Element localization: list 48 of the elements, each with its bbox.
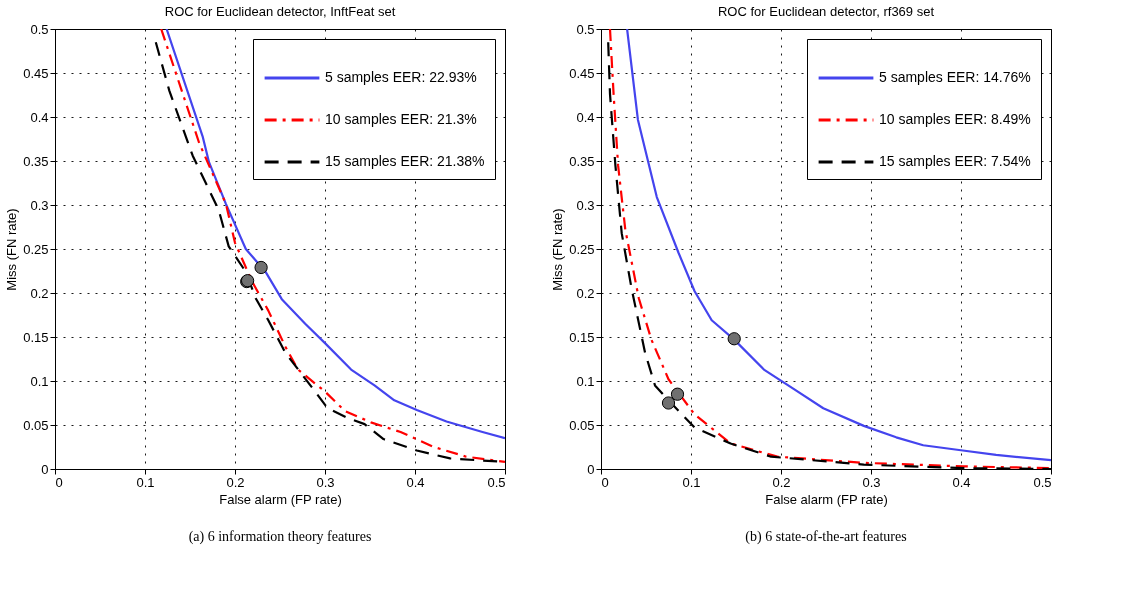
y-tick-label: 0.4 (576, 109, 595, 125)
y-tick-label: 0.35 (23, 153, 49, 169)
x-tick-label: 0.2 (226, 474, 245, 490)
chart-title: ROC for Euclidean detector, rf369 set (717, 4, 935, 19)
x-tick-label: 0.1 (682, 474, 701, 490)
x-tick-label: 0.4 (952, 474, 971, 490)
x-tick-label: 0.5 (487, 474, 506, 490)
y-tick-label: 0.05 (23, 417, 49, 433)
y-tick-label: 0.25 (23, 241, 49, 257)
legend-label: 15 samples EER: 7.54% (879, 153, 1031, 169)
y-tick-label: 0.1 (576, 373, 595, 389)
x-tick-label: 0.4 (406, 474, 425, 490)
y-axis-title: Miss (FN rate) (550, 208, 566, 291)
x-axis-title: False alarm (FP rate) (219, 491, 342, 507)
legend-label: 10 samples EER: 21.3% (325, 111, 477, 127)
y-tick-label: 0.15 (23, 329, 49, 345)
y-tick-label: 0 (587, 461, 595, 477)
y-tick-label: 0.05 (569, 417, 595, 433)
y-tick-label: 0.1 (30, 373, 49, 389)
y-axis-title: Miss (FN rate) (4, 208, 20, 291)
y-tick-label: 0.35 (569, 153, 595, 169)
legend-label: 5 samples EER: 14.76% (879, 69, 1031, 85)
y-tick-label: 0.2 (576, 285, 595, 301)
y-tick-label: 0.5 (576, 21, 595, 37)
legend-label: 15 samples EER: 21.38% (325, 153, 485, 169)
y-tick-label: 0.3 (30, 197, 49, 213)
y-tick-label: 0.4 (30, 109, 49, 125)
x-tick-label: 0.1 (136, 474, 155, 490)
text: (b) 6 state-of-the-art features (745, 529, 907, 545)
x-tick-label: 0.3 (862, 474, 881, 490)
y-tick-label: 0.15 (569, 329, 595, 345)
x-tick-label: 0.5 (1033, 474, 1052, 490)
x-tick-label: 0 (55, 474, 63, 490)
y-tick-label: 0.3 (576, 197, 595, 213)
y-tick-label: 0.2 (30, 285, 49, 301)
text: (a) 6 information theory features (188, 529, 372, 545)
y-tick-label: 0.5 (30, 21, 49, 37)
legend-label: 10 samples EER: 8.49% (879, 111, 1031, 127)
chart-title: ROC for Euclidean detector, InftFeat set (164, 4, 396, 19)
x-axis-title: False alarm (FP rate) (765, 491, 888, 507)
y-tick-label: 0.45 (23, 65, 49, 81)
x-tick-label: 0 (601, 474, 609, 490)
y-tick-label: 0.45 (569, 65, 595, 81)
legend-label: 5 samples EER: 22.93% (325, 69, 477, 85)
y-tick-label: 0 (41, 461, 49, 477)
y-tick-label: 0.25 (569, 241, 595, 257)
x-tick-label: 0.3 (316, 474, 335, 490)
x-tick-label: 0.2 (772, 474, 791, 490)
